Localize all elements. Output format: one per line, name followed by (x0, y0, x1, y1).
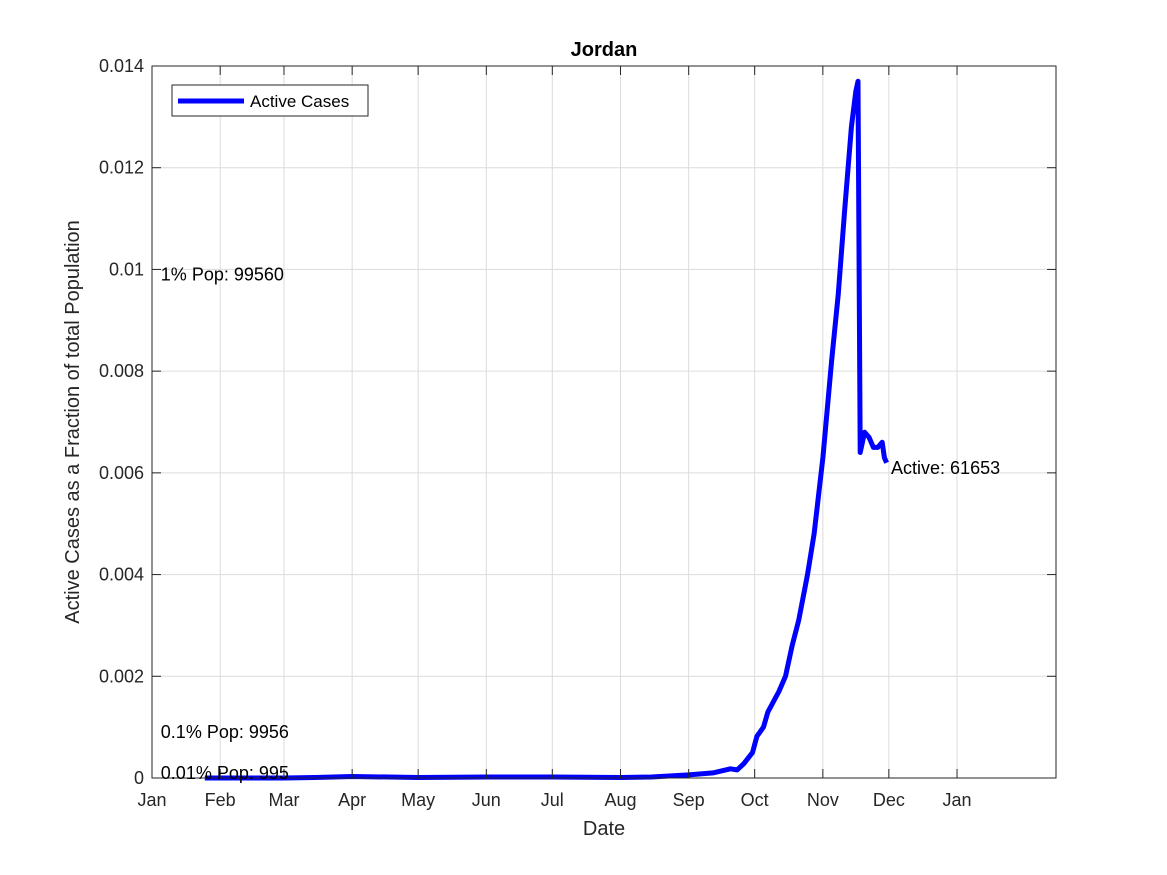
y-tick-label: 0.01 (109, 259, 144, 279)
x-tick-label: Feb (205, 790, 236, 810)
x-tick-label: Mar (268, 790, 299, 810)
plot-frame (151, 65, 1057, 779)
x-tick-label: Jul (541, 790, 564, 810)
y-tick-label: 0 (134, 768, 144, 788)
annotation-label: 0.1% Pop: 9956 (161, 722, 289, 742)
series-line-active-cases (204, 78, 889, 781)
annotations: 1% Pop: 99560 0.1% Pop: 9956 0.01% Pop: 99… (161, 265, 1000, 783)
annotation-label: 0.01% Pop: 995 (161, 763, 289, 783)
y-tick-label: 0.002 (99, 666, 144, 686)
x-tick-label: May (401, 790, 435, 810)
x-tick-label: Dec (873, 790, 905, 810)
y-tick-label: 0.008 (99, 361, 144, 381)
legend-label-active-cases: Active Cases (250, 92, 349, 111)
annotation-label: Active: 61653 (891, 458, 1000, 478)
y-axis-title: Active Cases as a Fraction of total Popu… (62, 220, 84, 624)
x-tick-label: Sep (673, 790, 705, 810)
y-tick-label: 0.006 (99, 463, 144, 483)
axis-ticks: 0 0.002 0.004 0.006 0.008 0.01 0.012 0.014 Jan Fe… (99, 56, 1056, 810)
x-axis-title: Date (583, 818, 625, 840)
plot-area (152, 66, 1056, 778)
x-tick-label: Aug (604, 790, 636, 810)
x-tick-label: Nov (807, 790, 839, 810)
x-tick-label: Jan (137, 790, 166, 810)
y-tick-label: 0.014 (99, 56, 144, 76)
y-tick-label: 0.004 (99, 565, 144, 585)
x-tick-label: Oct (741, 790, 769, 810)
chart-title: Jordan (571, 39, 638, 61)
legend: Active Cases (171, 84, 369, 117)
x-tick-label: Jun (472, 790, 501, 810)
x-tick-label: Jan (943, 790, 972, 810)
series-layer (204, 78, 889, 781)
annotation-label: 1% Pop: 99560 (161, 265, 284, 285)
y-tick-label: 0.012 (99, 158, 144, 178)
x-tick-label: Apr (338, 790, 366, 810)
